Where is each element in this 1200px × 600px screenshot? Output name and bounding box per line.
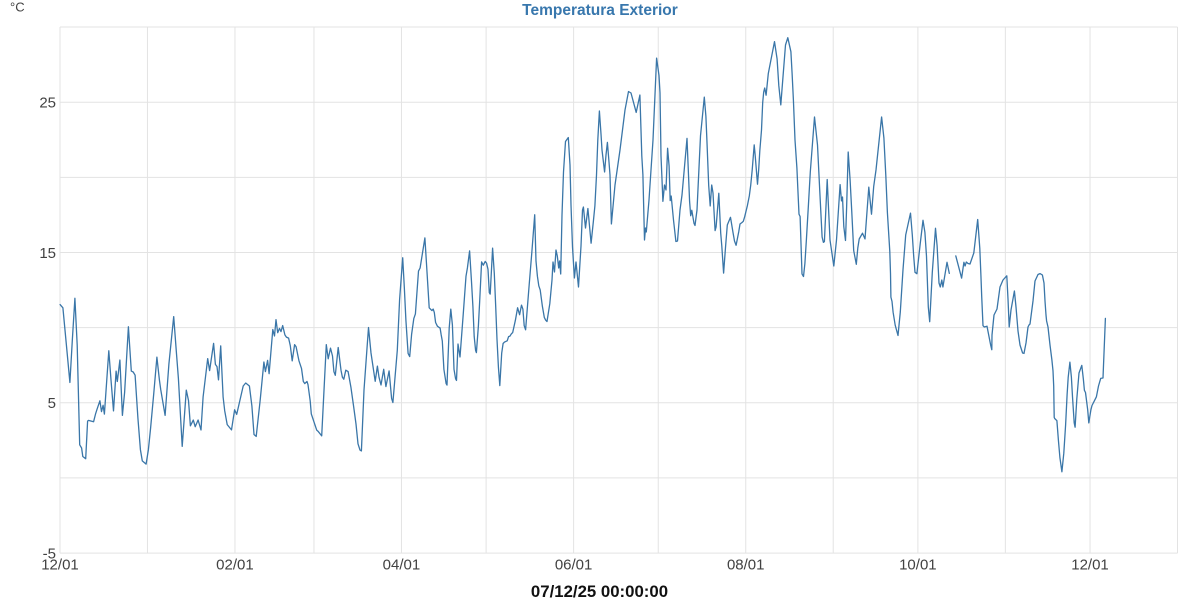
svg-text:12/01: 12/01	[1071, 557, 1109, 574]
svg-text:5: 5	[48, 395, 56, 412]
svg-text:07/12/25 00:00:00: 07/12/25 00:00:00	[531, 582, 668, 600]
svg-text:Temperatura Exterior: Temperatura Exterior	[522, 2, 678, 19]
svg-text:08/01: 08/01	[727, 557, 765, 574]
svg-text:12/01: 12/01	[41, 557, 79, 574]
svg-text:15: 15	[39, 245, 56, 262]
svg-text:10/01: 10/01	[899, 557, 937, 574]
svg-text:06/01: 06/01	[555, 557, 593, 574]
svg-text:°C: °C	[10, 0, 25, 15]
svg-text:04/01: 04/01	[383, 557, 421, 574]
svg-text:25: 25	[39, 95, 56, 112]
svg-text:-5: -5	[43, 545, 56, 562]
svg-text:02/01: 02/01	[216, 557, 254, 574]
